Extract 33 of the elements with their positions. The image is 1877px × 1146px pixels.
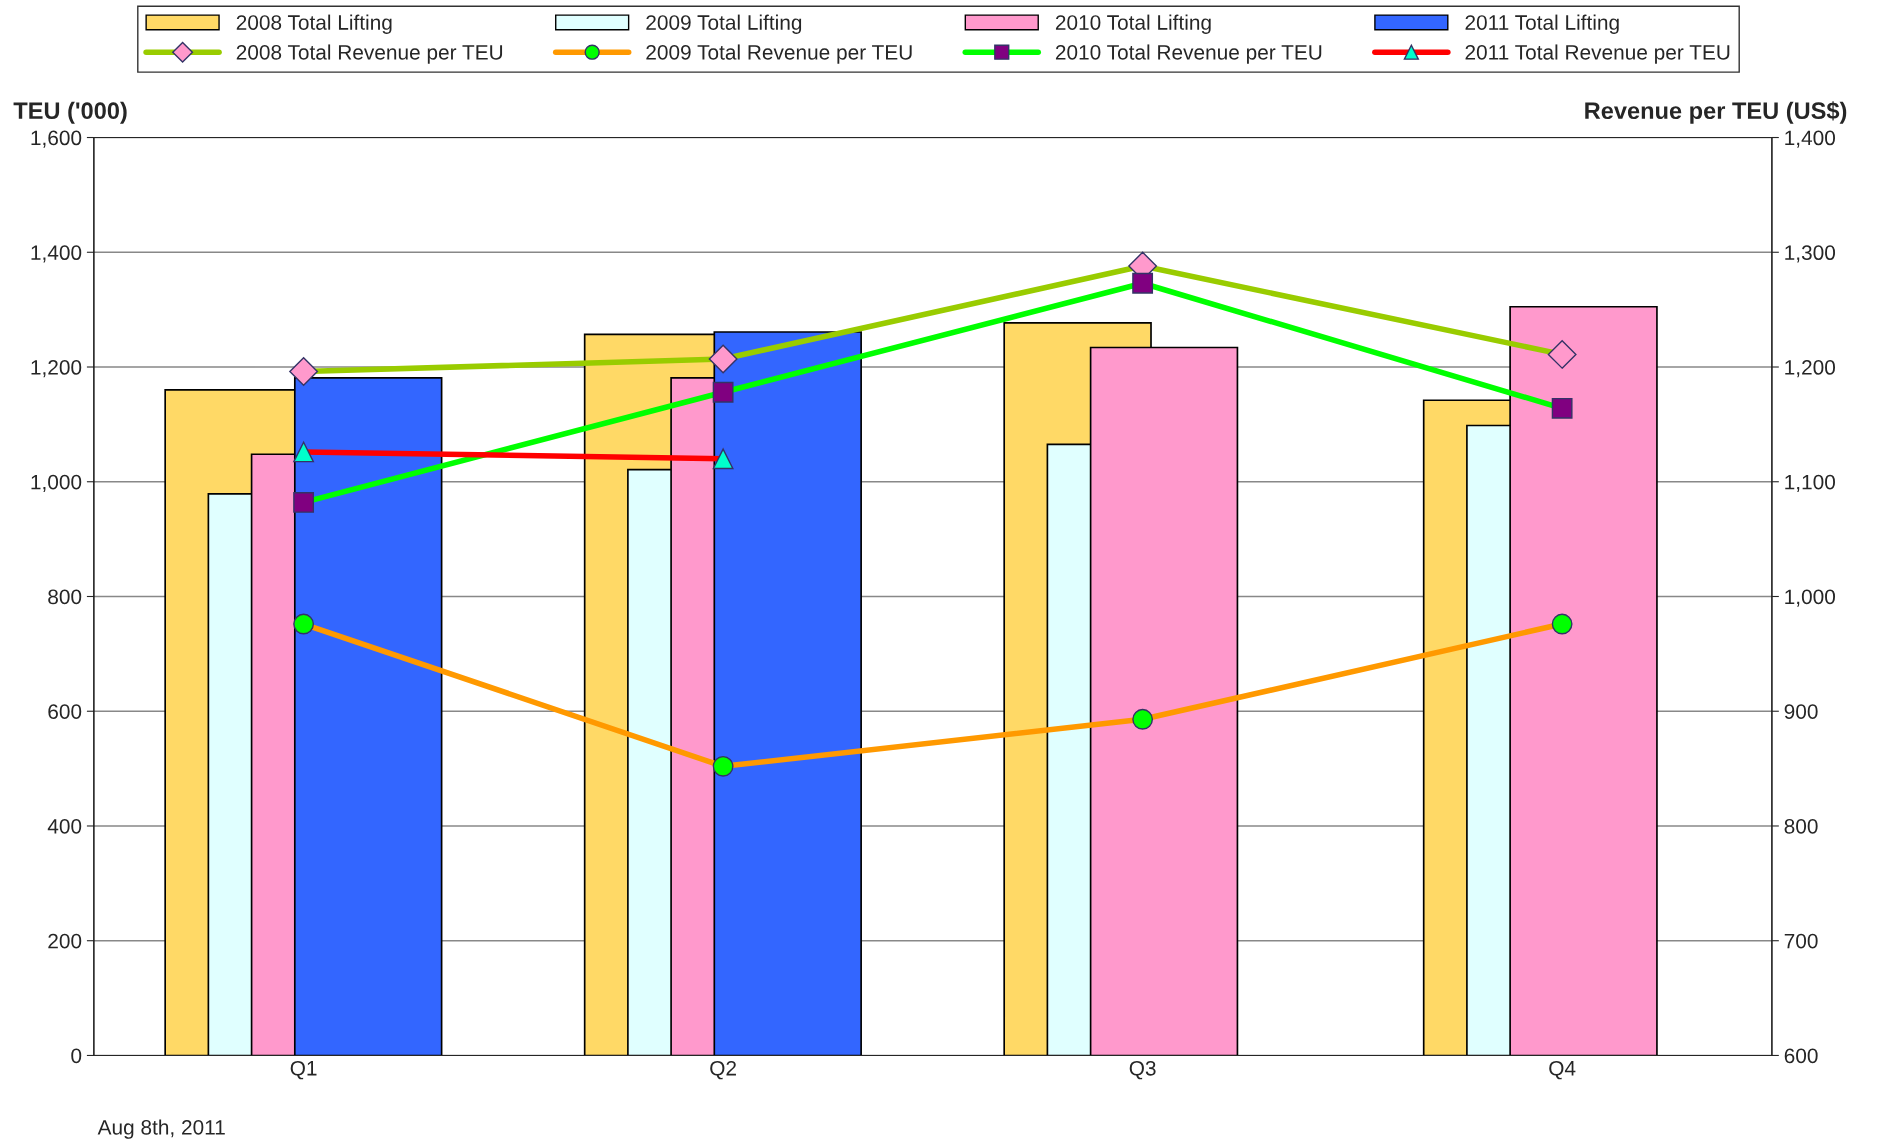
legend-label: 2008 Total Lifting (236, 14, 392, 34)
legend-label: 2011 Total Revenue per TEU (1465, 44, 1730, 64)
y2-tick-label: 1,100 (1785, 474, 1836, 492)
y-tick-label: 1,000 (31, 474, 82, 492)
y2-tick-label: 1,300 (1785, 245, 1836, 263)
legend-label: 2009 Total Lifting (646, 14, 802, 34)
x-tick-label: Q3 (1129, 1060, 1156, 1080)
y-tick-label: 200 (48, 933, 82, 949)
y2-tick-label: 800 (1784, 818, 1818, 834)
legend-label: 2009 Total Revenue per TEU (646, 44, 912, 64)
y2-tick-label: 1,200 (1785, 360, 1836, 378)
y2-tick-label: 1,000 (1785, 589, 1836, 607)
x-tick-label: Q2 (710, 1060, 736, 1080)
y-tick-label: 1,400 (31, 245, 82, 263)
y2-tick-label: 1,400 (1785, 130, 1836, 148)
y2-tick-label: 900 (1784, 704, 1818, 719)
y2-axis-title: Revenue per TEU (US$) (1585, 101, 1847, 124)
legend-label: 2010 Total Lifting (1055, 14, 1211, 34)
legend-label: 2011 Total Lifting (1465, 14, 1619, 34)
x-tick-label: Q1 (290, 1060, 317, 1080)
y-tick-label: 1,200 (31, 360, 82, 378)
y-tick-label: 0 (71, 1048, 82, 1064)
y-tick-label: 800 (48, 589, 82, 605)
y2-tick-label: 600 (1784, 1048, 1818, 1064)
legend-label: 2010 Total Revenue per TEU (1055, 44, 1322, 64)
text: Aug 8th, 2011 (97, 1119, 225, 1139)
x-tick-label: Q4 (1549, 1060, 1576, 1080)
y2-tick-label: 700 (1784, 933, 1818, 949)
y-axis-title: TEU ('000) (13, 101, 127, 124)
y-tick-label: 1,600 (31, 130, 82, 148)
legend-label: 2008 Total Revenue per TEU (236, 44, 503, 64)
y-tick-label: 600 (48, 704, 82, 719)
y-tick-label: 400 (47, 818, 82, 834)
